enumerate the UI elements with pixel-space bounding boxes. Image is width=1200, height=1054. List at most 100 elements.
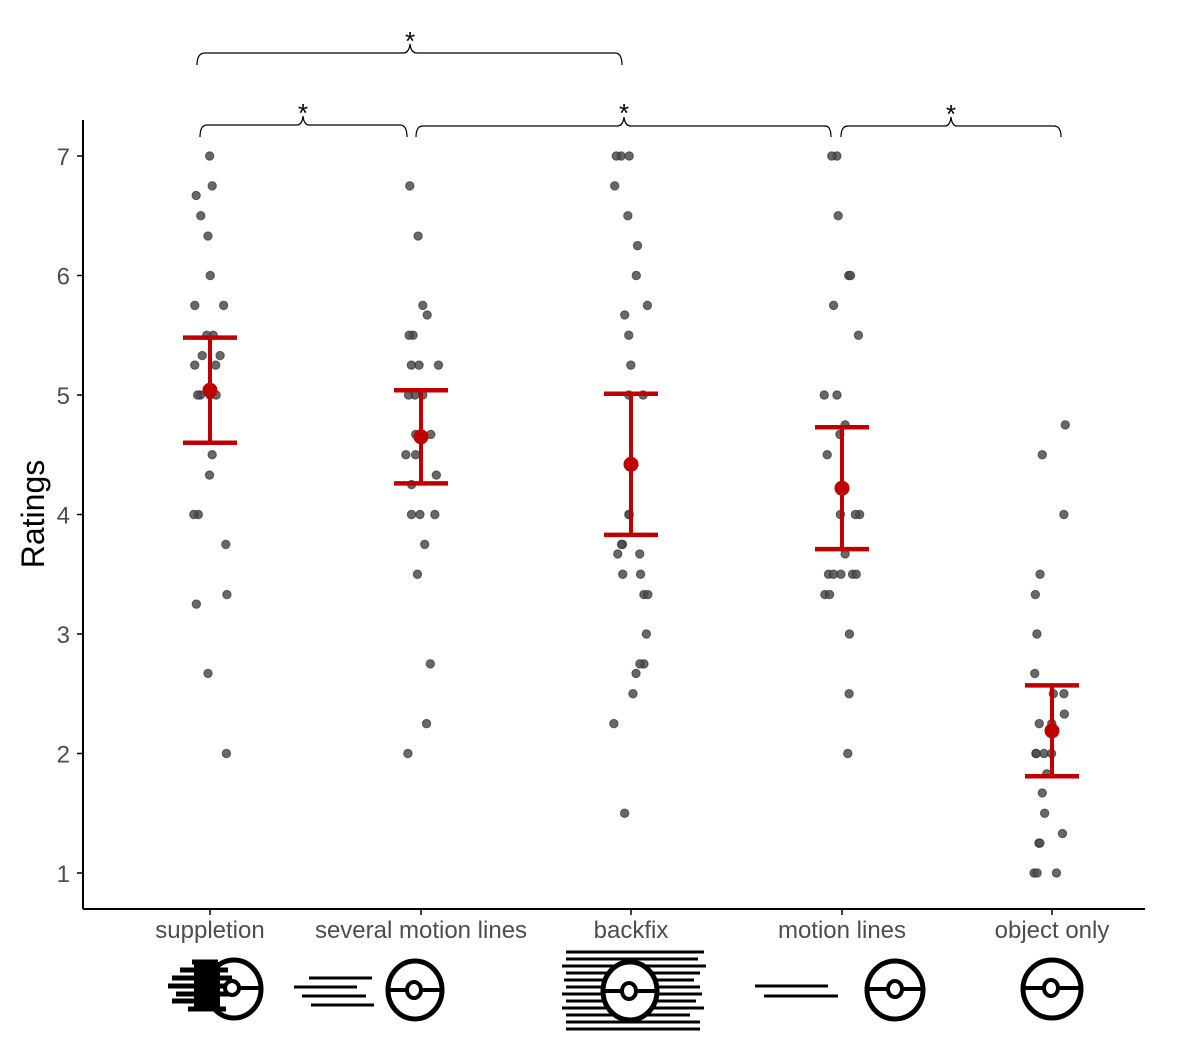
data-point [642,300,653,311]
mean-ci-markers [183,335,1079,779]
data-point [850,509,861,520]
data-point [833,211,843,221]
data-point [207,181,217,191]
bracket-suppletion-backfix [196,43,623,66]
data-point [205,270,215,281]
data-point [430,509,440,520]
several-motion-lines-glyph-icon [294,958,445,1022]
data-point [1030,589,1041,600]
data-point [204,151,215,161]
data-point [431,470,442,480]
data-point [207,450,217,460]
data-point [624,151,634,161]
data-point [410,450,421,460]
data-point [203,231,213,241]
data-point [610,181,620,191]
y-tick-label: 6 [57,264,70,291]
y-tick-label: 7 [57,144,70,171]
data-point [1037,788,1047,798]
data-point [191,190,201,201]
x-label-motion-lines: motion lines [778,917,906,944]
data-point [1060,420,1071,430]
data-point [819,390,829,400]
data-points [189,151,1071,878]
significance-star: * [298,98,308,128]
data-point [1059,709,1070,719]
data-point [824,589,835,600]
data-point [1057,828,1068,839]
data-point [190,300,200,311]
data-point [632,240,643,251]
data-point [404,330,414,340]
data-point [1032,868,1042,878]
data-point [418,300,428,311]
mean-ci-marker [183,335,237,446]
significance-star: * [619,98,629,128]
significance-star: * [946,99,956,129]
data-point [196,211,206,221]
data-point [619,310,630,320]
data-point [635,549,645,559]
data-point [628,689,638,699]
data-point [613,549,623,559]
data-point [843,748,853,759]
data-point [414,360,424,370]
data-point [425,659,436,669]
data-point [1039,808,1050,818]
bracket-motion-object [840,116,1062,138]
data-point [828,569,839,579]
bracket-suppletion-several [199,115,408,138]
data-point [1035,838,1045,848]
data-point [832,390,842,400]
data-point [413,231,423,241]
data-point [1059,689,1069,699]
x-label-suppletion: suppletion [155,917,264,944]
data-point [433,360,444,370]
significance-star: * [405,26,415,56]
data-point [611,151,621,161]
data-point [643,589,653,600]
suppletion-glyph-icon [168,957,264,1021]
data-point [845,270,856,281]
data-point [626,360,636,370]
data-point [1037,450,1047,460]
data-point [624,330,634,340]
data-point [210,360,221,370]
y-tick-label: 4 [57,503,70,530]
data-point [1030,668,1040,679]
mean-ci-marker [604,391,658,538]
data-point [406,360,417,370]
data-point [221,539,231,550]
y-axis-ticks: 1 2 3 4 5 6 7 [57,144,83,888]
data-point [422,310,432,320]
data-point [221,748,232,759]
data-point [403,748,413,759]
data-point [420,539,430,550]
data-point [619,808,630,818]
data-point [190,360,200,370]
data-point [405,181,415,191]
x-label-backfix: backfix [594,917,669,944]
data-point [406,509,417,520]
data-point [191,599,202,609]
data-point [1035,569,1045,579]
data-point [631,270,641,281]
mean-ci-marker [394,387,448,486]
data-point [192,390,203,400]
data-point [189,509,199,520]
data-point [851,569,861,579]
mean-ci-marker [1025,683,1079,779]
data-point [218,300,229,311]
y-tick-label: 2 [57,742,70,769]
data-point [1031,748,1042,759]
data-point [1032,629,1042,639]
y-tick-label: 5 [57,383,70,410]
data-point [1034,718,1044,729]
data-point [635,569,646,579]
data-point [1051,868,1062,878]
y-axis-title: Ratings [15,460,51,569]
backfix-glyph-icon [562,950,706,1031]
data-point [412,569,423,579]
mean-ci-marker [815,425,869,552]
